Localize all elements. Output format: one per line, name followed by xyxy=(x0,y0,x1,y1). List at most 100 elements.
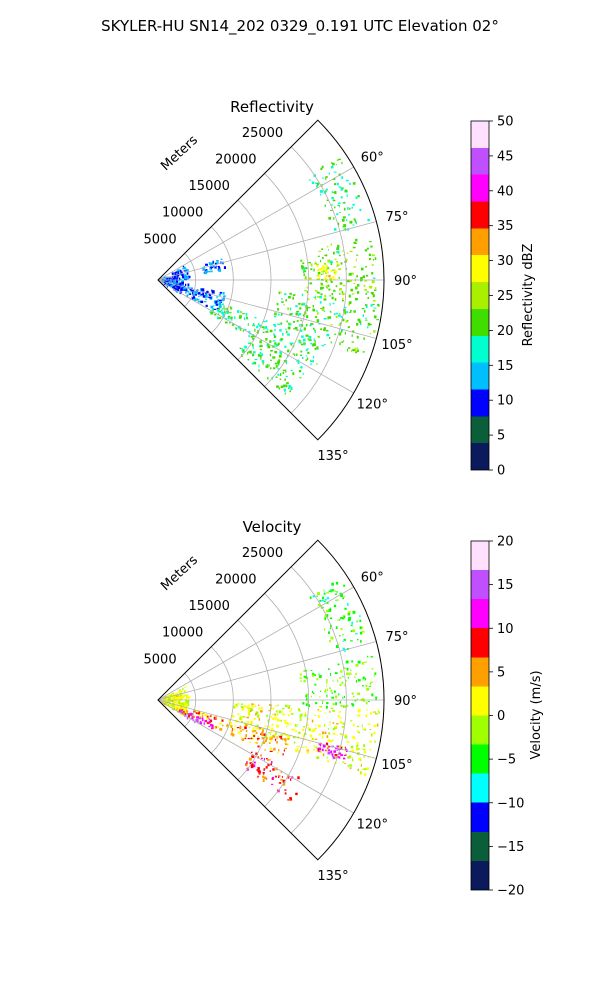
echo-pixel xyxy=(277,308,280,311)
echo-pixel xyxy=(339,212,341,214)
echo-pixel xyxy=(291,342,294,345)
angle-tick-label: 75° xyxy=(385,210,408,225)
echo-pixel xyxy=(332,739,334,742)
echo-pixel xyxy=(230,726,233,728)
grid-spoke xyxy=(157,221,377,281)
echo-pixel xyxy=(374,740,376,743)
echo-pixel xyxy=(289,705,291,707)
echo-pixel xyxy=(186,694,189,697)
echo-pixel xyxy=(282,779,286,783)
echo-pixel xyxy=(336,591,338,593)
echo-pixel xyxy=(218,293,222,296)
echo-pixel xyxy=(253,351,256,354)
echo-pixel xyxy=(172,287,175,289)
echo-pixel xyxy=(214,304,217,306)
echo-pixel xyxy=(248,335,250,338)
echo-pixel xyxy=(292,294,296,296)
echo-pixel xyxy=(257,735,259,737)
echo-pixel xyxy=(212,265,215,267)
echo-pixel xyxy=(320,259,321,263)
echo-pixel xyxy=(229,312,232,314)
echo-pixel xyxy=(182,702,185,704)
grid-spoke xyxy=(157,279,377,339)
echo-pixel xyxy=(275,767,278,771)
grid-spoke xyxy=(157,586,354,701)
echo-pixel xyxy=(198,712,202,715)
echo-pixel xyxy=(179,703,183,705)
echo-pixel xyxy=(302,338,306,342)
colorbar-tick-label: 10 xyxy=(497,622,514,637)
echo-pixel xyxy=(320,193,322,196)
echo-pixel xyxy=(332,178,336,180)
echo-pixel xyxy=(353,241,357,244)
echo-pixel xyxy=(167,699,169,703)
echo-pixel xyxy=(344,748,347,751)
echo-pixel xyxy=(328,732,331,735)
echo-pixel xyxy=(269,329,273,333)
echo-pixel xyxy=(186,704,188,707)
echo-pixel xyxy=(246,705,249,708)
echo-pixel xyxy=(261,733,264,736)
echo-pixel xyxy=(324,628,326,631)
echo-pixel xyxy=(307,307,311,309)
echo-pixel xyxy=(364,661,367,663)
echo-pixel xyxy=(184,694,186,697)
echo-pixel xyxy=(331,582,334,586)
echo-pixel xyxy=(329,607,332,611)
echo-pixel xyxy=(179,696,182,698)
echo-pixel xyxy=(327,746,329,749)
echo-pixel xyxy=(326,597,330,600)
echo-pixel xyxy=(343,284,346,287)
echo-pixel xyxy=(239,315,242,319)
echo-pixel xyxy=(346,667,349,671)
echo-pixel xyxy=(343,309,346,312)
echo-pixel xyxy=(369,323,372,326)
echo-pixel xyxy=(348,272,352,276)
echo-pixel xyxy=(244,345,247,349)
echo-pixel xyxy=(290,713,294,715)
echo-pixel xyxy=(274,342,277,345)
echo-pixel xyxy=(328,337,331,339)
echo-pixel xyxy=(219,301,221,305)
echo-pixel xyxy=(339,677,342,679)
echo-pixel xyxy=(303,670,306,672)
echo-pixel xyxy=(365,701,368,705)
grid-spoke xyxy=(157,641,377,701)
echo-pixel xyxy=(323,344,326,346)
echo-pixel xyxy=(334,754,338,756)
echo-pixel xyxy=(286,320,288,323)
colorbar-tick-label: 20 xyxy=(497,324,514,339)
colorbar-tick-label: −5 xyxy=(497,753,516,768)
echo-pixel xyxy=(182,286,184,288)
echo-pixel xyxy=(268,736,271,739)
echo-pixel xyxy=(312,674,314,677)
echo-pixel xyxy=(322,306,325,309)
echo-pixel xyxy=(329,740,332,742)
echo-pixel xyxy=(331,707,334,709)
echo-pixel xyxy=(341,734,344,736)
echo-pixel xyxy=(177,283,179,286)
echo-pixel xyxy=(322,700,324,703)
echo-pixel xyxy=(247,768,249,771)
echo-pixel xyxy=(294,724,296,727)
colorbar-tick-label: 15 xyxy=(497,578,514,593)
echo-pixel xyxy=(302,372,304,375)
echo-pixel xyxy=(342,726,344,728)
echo-pixel xyxy=(305,703,308,706)
echo-pixel xyxy=(355,664,359,667)
echo-pixel xyxy=(169,694,172,697)
echo-pixel xyxy=(219,728,223,731)
echo-pixel xyxy=(281,738,285,740)
echo-pixel xyxy=(335,645,339,648)
echo-pixel xyxy=(327,284,330,287)
echo-pixel xyxy=(321,257,324,259)
echo-pixel xyxy=(296,320,299,322)
echo-pixel xyxy=(242,349,245,352)
echo-pixel xyxy=(301,293,304,297)
echo-pixel xyxy=(231,730,233,733)
echo-pixel xyxy=(359,615,361,618)
echo-pixel xyxy=(177,286,181,289)
echo-pixel xyxy=(243,351,246,353)
radial-tick-label: 10000 xyxy=(162,206,203,221)
